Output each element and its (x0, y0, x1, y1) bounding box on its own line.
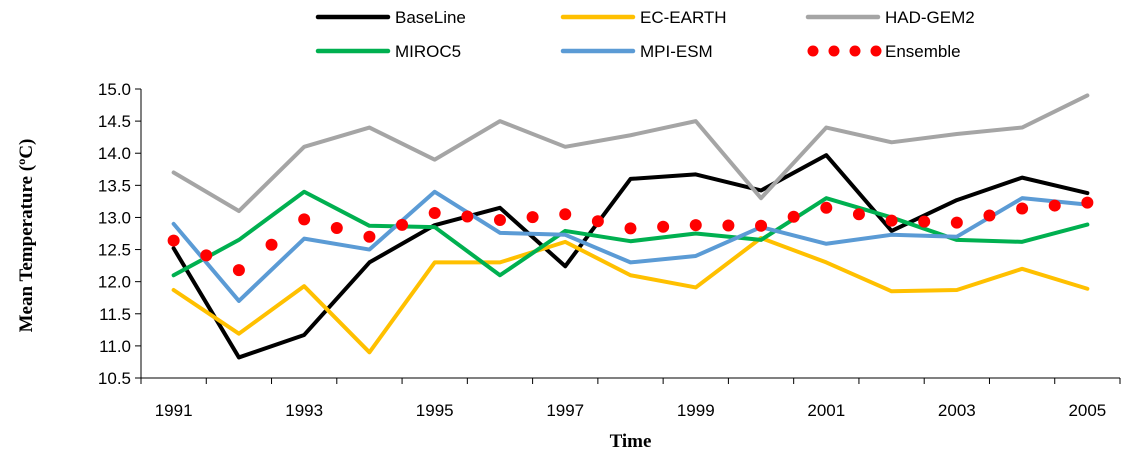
legend-swatch (849, 45, 861, 57)
ensemble-point (950, 216, 963, 229)
series-mpi-esm (171, 189, 1090, 303)
legend-item-mpi-esm: MPI-ESM (560, 42, 713, 61)
ensemble-dot (591, 215, 604, 228)
axes (140, 89, 1120, 379)
ensemble-dot (461, 210, 474, 223)
x-tick-label: 1999 (677, 401, 715, 420)
x-tick-label: 2001 (807, 401, 845, 420)
legend-swatch (807, 45, 819, 57)
x-tick-label: 2003 (938, 401, 976, 420)
y-tick-label: 12.5 (98, 241, 131, 260)
series-baseline (171, 153, 1090, 360)
legend-label: BaseLine (395, 8, 466, 27)
y-tick-label: 14.5 (98, 112, 131, 131)
ensemble-point (363, 230, 376, 243)
legend-item-baseline: BaseLine (315, 8, 466, 27)
legend-item-ensemble: Ensemble (807, 42, 961, 61)
x-tick-label: 2005 (1068, 401, 1106, 420)
y-tick-label: 11.5 (99, 305, 131, 324)
x-tick-label: 1995 (416, 401, 454, 420)
y-tick-label: 11.0 (99, 337, 131, 356)
ensemble-point (493, 214, 506, 227)
y-tick-label: 13.0 (98, 208, 131, 227)
series-line (171, 189, 1090, 303)
legend-swatch (828, 45, 840, 57)
series-miroc5 (171, 189, 1090, 278)
ensemble-point (298, 213, 311, 226)
y-tick-label: 10.5 (98, 369, 131, 388)
ensemble-dot (983, 209, 996, 222)
legend-item-ec-earth: EC-EARTH (560, 8, 727, 27)
series-line (171, 153, 1090, 360)
ensemble-point (624, 222, 637, 235)
legend-label: MIROC5 (395, 42, 461, 61)
y-tick-label: 12.0 (98, 273, 131, 292)
ensemble-dot (1048, 199, 1061, 212)
legend-label: MPI-ESM (640, 42, 713, 61)
ensemble-dot (722, 219, 735, 232)
series-ec-earth (171, 235, 1090, 355)
x-tick-label: 1993 (285, 401, 323, 420)
y-axis-title: Mean Temperature (ºC) (16, 139, 37, 333)
ensemble-point (689, 219, 702, 232)
x-tick-label: 1997 (546, 401, 584, 420)
legend-label: EC-EARTH (640, 8, 727, 27)
ensemble-point (820, 201, 833, 214)
ensemble-dot (787, 210, 800, 223)
legend-item-had-gem2: HAD-GEM2 (805, 8, 975, 27)
x-tick-label: 1991 (155, 401, 193, 420)
ensemble-dot (657, 220, 670, 233)
ensemble-point (885, 214, 898, 227)
ensemble-dot (852, 208, 865, 221)
y-tick-label: 13.5 (98, 176, 131, 195)
ensemble-point (232, 264, 245, 277)
ensemble-point (1081, 196, 1094, 209)
y-ticks: 10.5 11.0 11.5 12.0 12.5 13.0 13.5 14.0 14.5 15.0 (98, 80, 141, 388)
ensemble-dot (918, 215, 931, 228)
x-axis-title: Time (610, 431, 652, 452)
x-ticks: 1991 1993 1995 1997 1999 2001 2003 2005 (140, 378, 1121, 420)
ensemble-dot (396, 218, 409, 231)
ensemble-point (559, 208, 572, 221)
y-tick-label: 14.0 (98, 144, 131, 163)
ensemble-point (167, 234, 180, 247)
y-tick-label: 15.0 (98, 80, 131, 99)
ensemble-dot (526, 211, 539, 224)
legend-item-miroc5: MIROC5 (315, 42, 461, 61)
legend-label: Ensemble (885, 42, 961, 61)
ensemble-point (1016, 202, 1029, 215)
ensemble-dot (265, 238, 278, 251)
series-had-gem2 (171, 93, 1090, 214)
ensemble-dot (330, 222, 343, 235)
series-layer (167, 93, 1094, 360)
series-line (171, 235, 1090, 355)
ensemble-point (428, 206, 441, 219)
legend-swatch (870, 45, 882, 57)
legend: BaseLine EC-EARTH HAD-GEM2 MIROC5 MPI-ESM Ens… (315, 8, 975, 61)
ensemble-dot (200, 249, 213, 262)
ensemble-point (755, 219, 768, 232)
series-ensemble (167, 196, 1094, 277)
legend-label: HAD-GEM2 (885, 8, 975, 27)
